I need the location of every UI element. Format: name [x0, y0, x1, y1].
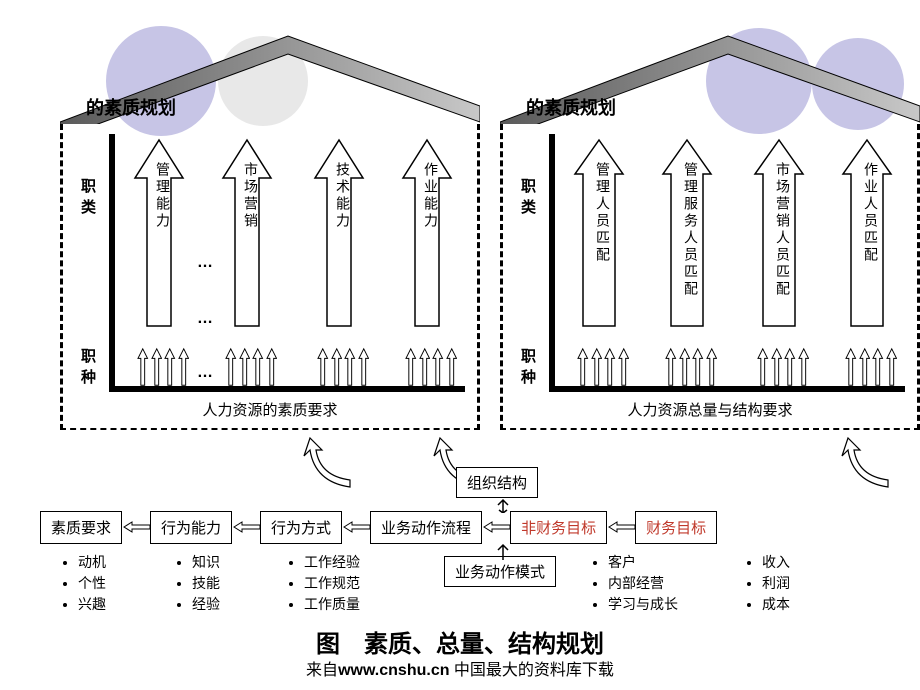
flow-box: 业务动作流程: [370, 511, 482, 544]
figure-subtitle: 来自www.cnshu.cn 中国最大的资料库下载: [0, 656, 920, 680]
column: 管理能力: [133, 134, 193, 394]
up-arrow-icon: [496, 542, 510, 560]
bullet-item: 动机: [78, 552, 106, 573]
subtitle-pre: 来自: [306, 662, 338, 679]
column: 管理服务人员匹配: [661, 134, 721, 394]
column: 管理人员匹配: [573, 134, 633, 394]
column-label: 管理能力: [153, 162, 173, 230]
house-right: 的素质规划 职类 职种 管理人员匹配 管理服务人员匹配 市场营销人员匹配 作业人员匹配…: [500, 30, 920, 430]
small-arrows: [317, 346, 369, 388]
column: 作业能力: [401, 134, 461, 394]
bullet-item: 利润: [762, 573, 790, 594]
column-label: 管理服务人员匹配: [681, 162, 701, 298]
bullet-item: 兴趣: [78, 594, 106, 615]
flow-box: 非财务目标: [510, 511, 607, 544]
bullet-item: 技能: [192, 573, 220, 594]
column-label: 市场营销: [241, 162, 261, 230]
bullet-item: 经验: [192, 594, 220, 615]
column: 作业人员匹配: [841, 134, 901, 394]
inner-right: 管理人员匹配 管理服务人员匹配 市场营销人员匹配 作业人员匹配: [549, 134, 905, 392]
footer-right: 人力资源总量与结构要求: [503, 399, 917, 420]
bullet-item: 知识: [192, 552, 220, 573]
small-arrows: [405, 346, 457, 388]
ellipsis: …: [197, 310, 213, 328]
bullet-group: 动机个性兴趣: [62, 552, 106, 615]
curve-arrow-icon: [838, 432, 898, 492]
left-arrow-icon: [232, 520, 260, 534]
bullet-item: 个性: [78, 573, 106, 594]
bullet-item: 工作经验: [304, 552, 360, 573]
small-arrows: [665, 346, 717, 388]
small-arrows: [137, 346, 189, 388]
column: 技术能力: [313, 134, 373, 394]
small-arrows: [757, 346, 809, 388]
column-label: 市场营销人员匹配: [773, 162, 793, 298]
bullet-group: 工作经验工作规范工作质量: [288, 552, 360, 615]
inner-left: 管理能力 … … … 市场营销 技术能力 作业能力: [109, 134, 465, 392]
roof-title-right: 的素质规划: [526, 94, 616, 120]
bullet-item: 工作规范: [304, 573, 360, 594]
left-arrow-icon: [122, 520, 150, 534]
column: 市场营销: [221, 134, 281, 394]
subtitle-post: 中国最大的资料库下载: [449, 662, 613, 679]
small-arrows: [225, 346, 277, 388]
figure-title: 图 素质、总量、结构规划: [0, 624, 920, 659]
left-arrow-icon: [482, 520, 510, 534]
flow-box: 财务目标: [635, 511, 717, 544]
label-zhizhong: 职种: [77, 348, 98, 390]
house-body-right: 职类 职种 管理人员匹配 管理服务人员匹配 市场营销人员匹配 作业人员匹配 人力资源总…: [500, 124, 920, 430]
bullet-item: 收入: [762, 552, 790, 573]
footer-left: 人力资源的素质要求: [63, 399, 477, 420]
flow-box: 行为能力: [150, 511, 232, 544]
flow-box: 素质要求: [40, 511, 122, 544]
ellipsis: …: [197, 254, 213, 272]
column-label: 作业能力: [421, 162, 441, 230]
curve-arrow-icon: [300, 432, 360, 492]
bullet-item: 客户: [608, 552, 678, 573]
bullet-group: 知识技能经验: [176, 552, 220, 615]
house-body-left: 职类 职种 管理能力 … … … 市场营销 技术能力 作业能力 人力资源的素质要求: [60, 124, 480, 430]
label-zhilei: 职类: [77, 178, 98, 220]
bullet-item: 学习与成长: [608, 594, 678, 615]
bullet-item: 成本: [762, 594, 790, 615]
roof-title-left: 的素质规划: [86, 94, 176, 120]
bullet-item: 内部经营: [608, 573, 678, 594]
column-label: 管理人员匹配: [593, 162, 613, 264]
flow-row: 素质要求行为能力行为方式业务动作流程非财务目标财务目标: [40, 510, 880, 544]
subtitle-url: www.cnshu.cn: [338, 662, 449, 679]
org-structure-box: 组织结构: [456, 467, 538, 498]
left-arrow-icon: [342, 520, 370, 534]
label-zhilei-r: 职类: [517, 178, 538, 220]
column: 市场营销人员匹配: [753, 134, 813, 394]
column-label: 作业人员匹配: [861, 162, 881, 264]
small-arrows: [577, 346, 629, 388]
left-arrow-icon: [607, 520, 635, 534]
mode-box: 业务动作模式: [444, 556, 556, 587]
bullet-group: 收入利润成本: [746, 552, 790, 615]
column-label: 技术能力: [333, 162, 353, 230]
bullet-group: 客户内部经营学习与成长: [592, 552, 678, 615]
ellipsis: …: [197, 364, 213, 382]
flow-box: 行为方式: [260, 511, 342, 544]
house-left: 的素质规划 职类 职种 管理能力 … … … 市场营销 技术能力 作业能力 人力资源的素质要…: [60, 30, 480, 430]
small-arrows: [845, 346, 897, 388]
bullet-item: 工作质量: [304, 594, 360, 615]
label-zhizhong-r: 职种: [517, 348, 538, 390]
